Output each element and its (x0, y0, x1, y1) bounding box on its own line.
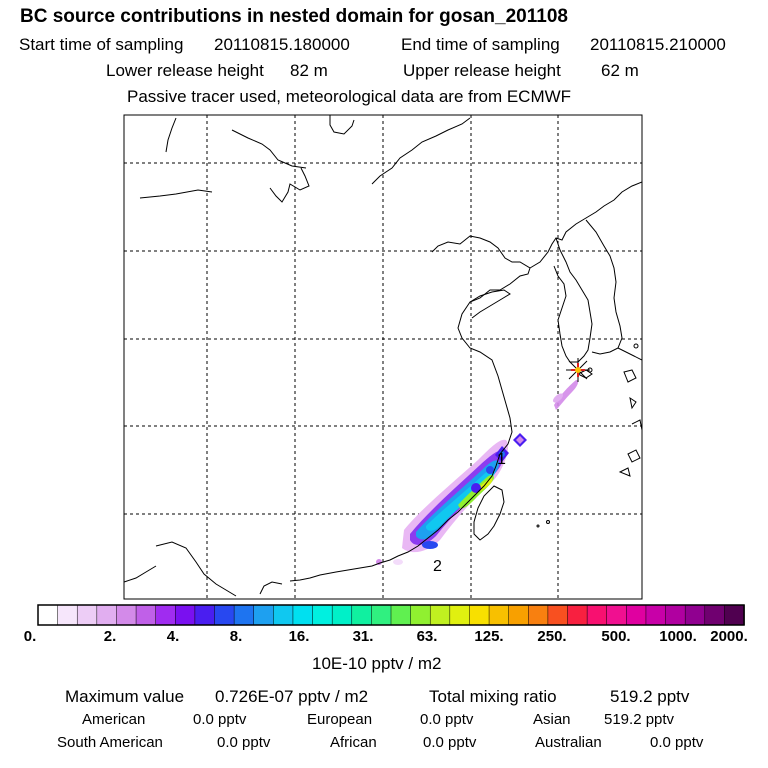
colorbar-swatch (684, 604, 706, 626)
tracer-note: Passive tracer used, meteorological data… (127, 87, 572, 106)
region-european-label: European (307, 711, 373, 728)
colorbar-swatch (488, 604, 510, 626)
cluster-label-1: 1 (497, 451, 506, 468)
colorbar-label-16: 16. (288, 628, 310, 645)
region-african-label: African (330, 734, 377, 751)
colorbar-label-31: 31. (352, 628, 374, 645)
colorbar-swatch (528, 604, 549, 626)
colorbar-swatch (449, 604, 471, 626)
colorbar-label-2000: 2000. (710, 628, 748, 645)
region-african-value: 0.0 pptv (423, 734, 477, 751)
start-time-label: Start time of sampling (19, 35, 184, 54)
colorbar-label-500: 500. (601, 628, 631, 645)
colorbar-label-1000: 1000. (659, 628, 697, 645)
region-asian-value: 519.2 pptv (604, 711, 675, 728)
colorbar-swatch (704, 604, 726, 626)
colorbar-swatch (371, 604, 392, 626)
colorbar-swatch (76, 604, 98, 626)
colorbar-unit: 10E-10 pptv / m2 (312, 654, 442, 673)
region-australian-value: 0.0 pptv (650, 734, 704, 751)
region-south-american-value: 0.0 pptv (217, 734, 271, 751)
region-european-value: 0.0 pptv (420, 711, 474, 728)
colorbar-swatch (469, 604, 490, 626)
region-asian-label: Asian (533, 711, 571, 728)
colorbar-label-63: 63. (416, 628, 438, 645)
region-south-american-label: South American (57, 734, 163, 751)
colorbar-swatch (175, 604, 196, 626)
colorbar-label-0: 0. (23, 628, 37, 645)
colorbar-swatch (233, 604, 255, 626)
colorbar-swatch (429, 604, 451, 626)
start-time-value: 20110815.180000 (214, 35, 350, 54)
colorbar-swatch (312, 604, 333, 626)
colorbar-swatch (214, 604, 235, 626)
total-mixing-label: Total mixing ratio (429, 687, 557, 706)
upper-height-value: 62 m (601, 61, 639, 80)
colorbar-label-250: 250. (537, 628, 567, 645)
map-frame (123, 114, 643, 600)
max-value-label: Maximum value (65, 687, 185, 706)
lower-height-label: Lower release height (106, 61, 264, 80)
colorbar-swatch (155, 604, 177, 626)
colorbar-label-125: 125. (474, 628, 504, 645)
colorbar-swatch (724, 604, 745, 626)
cluster-label-2: 2 (433, 558, 442, 575)
total-mixing-value: 519.2 pptv (610, 687, 690, 706)
end-time-value: 20110815.210000 (590, 35, 726, 54)
colorbar-swatch (665, 604, 686, 626)
colorbar-swatch (135, 604, 157, 626)
colorbar-label-4: 4. (166, 628, 180, 645)
colorbar-swatch (390, 604, 412, 626)
colorbar-swatch (292, 604, 314, 626)
max-value: 0.726E-07 pptv / m2 (215, 687, 369, 706)
region-american-value: 0.0 pptv (193, 711, 247, 728)
colorbar-frame (37, 604, 745, 626)
colorbar-swatch (645, 604, 667, 626)
colorbar (37, 604, 745, 626)
colorbar-swatch (410, 604, 431, 626)
colorbar-swatch (116, 604, 137, 626)
colorbar-swatch (273, 604, 294, 626)
coastlines (124, 115, 642, 597)
colorbar-swatch (547, 604, 569, 626)
upper-height-label: Upper release height (403, 61, 561, 80)
lower-height-value: 82 m (290, 61, 328, 80)
colorbar-swatch (253, 604, 275, 626)
end-time-label: End time of sampling (401, 35, 560, 54)
colorbar-swatch (331, 604, 353, 626)
plot-title: BC source contributions in nested domain… (20, 6, 568, 27)
region-australian-label: Australian (535, 734, 602, 751)
colorbar-swatch (508, 604, 530, 626)
release-site-marker (566, 358, 590, 382)
colorbar-swatch (351, 604, 373, 626)
colorbar-swatch (626, 604, 647, 626)
colorbar-swatch (567, 604, 588, 626)
colorbar-swatch (37, 604, 59, 626)
colorbar-swatch (96, 604, 118, 626)
colorbar-label-8: 8. (229, 628, 243, 645)
colorbar-swatch (586, 604, 608, 626)
colorbar-swatch (606, 604, 628, 626)
region-american-label: American (82, 711, 146, 728)
tracer-plume (376, 380, 579, 565)
colorbar-label-2: 2. (103, 628, 117, 645)
map-area: 1 2 (124, 115, 642, 599)
lat-lon-grid (124, 115, 642, 599)
colorbar-swatch (57, 604, 78, 626)
colorbar-swatch (194, 604, 216, 626)
